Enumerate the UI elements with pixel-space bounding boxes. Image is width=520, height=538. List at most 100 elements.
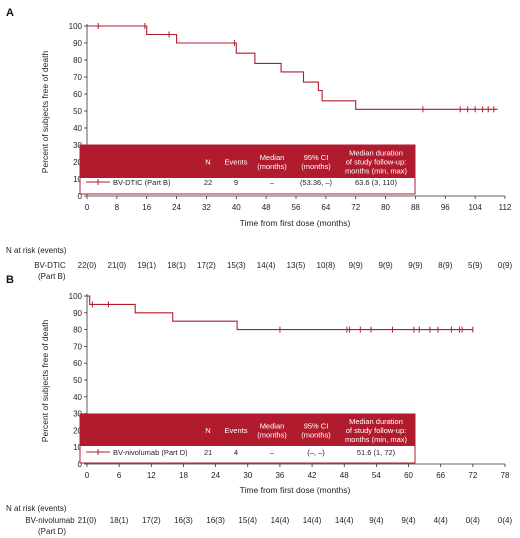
panel-b-y-axis-title: Percent of subjects free of death bbox=[40, 320, 50, 443]
panel-b-y-tick-label: 80 bbox=[73, 326, 82, 335]
panel-a-risk-label-part: (Part B) bbox=[38, 272, 66, 281]
panel-a-y-tick-label: 20 bbox=[73, 158, 82, 167]
panel-a-risk-value: 15(3) bbox=[227, 261, 246, 270]
panel-b-x-tick-label: 78 bbox=[501, 471, 510, 480]
panel-b-risk-value: 0(4) bbox=[498, 516, 513, 525]
panel-b-y-tick-label: 0 bbox=[78, 460, 83, 469]
panel-a-risk-value: 10(8) bbox=[317, 261, 336, 270]
panel-a-x-tick-label: 80 bbox=[381, 203, 390, 212]
panel-a-y-tick-label: 10 bbox=[73, 175, 82, 184]
panel-a-x-tick-label: 64 bbox=[321, 203, 330, 212]
panel-b-risk-value: 18(1) bbox=[110, 516, 129, 525]
panel-a-risk-value: 0(9) bbox=[498, 261, 513, 270]
panel-a-plot: 0 10 20 30 40 50 60 70 80 90 100 0 8 16 24 32 40 48 56 64 72… bbox=[34, 22, 512, 281]
panel-a-x-axis-title: Time from first dose (months) bbox=[240, 218, 351, 228]
panel-a-table-value-4: 63.6 (3, 110) bbox=[355, 178, 397, 187]
panel-a-table-header-4: Median duration of study follow-up: months… bbox=[345, 149, 408, 176]
panel-b-x-tick-label: 6 bbox=[117, 471, 122, 480]
panel-b-table-header-1: Events bbox=[225, 426, 248, 435]
panel-b-y-tick-label: 40 bbox=[73, 393, 82, 402]
panel-b-risk-value: 16(3) bbox=[206, 516, 225, 525]
panel-b-letter: B bbox=[6, 274, 14, 286]
panel-a-risk-value: 22(0) bbox=[78, 261, 97, 270]
panel-b-x-tick-label: 0 bbox=[85, 471, 90, 480]
panel-b-risk-value: 15(4) bbox=[238, 516, 257, 525]
panel-a-y-tick-label: 60 bbox=[73, 90, 82, 99]
panel-a-x-tick-label: 48 bbox=[262, 203, 271, 212]
panel-a-y-tick-label: 80 bbox=[73, 56, 82, 65]
panel-a-x-tick-label: 96 bbox=[441, 203, 450, 212]
panel-a-summary-table-header-bg bbox=[80, 145, 415, 178]
panel-a-survival-curve bbox=[87, 25, 498, 110]
panel-b-risk-value: 14(4) bbox=[335, 516, 354, 525]
panel-a-y-tick-label: 70 bbox=[73, 73, 82, 82]
panel-a-y-tick-label: 100 bbox=[69, 22, 83, 31]
panel-b-risk-value: 17(2) bbox=[142, 516, 161, 525]
panel-b-y-tick-label: 60 bbox=[73, 359, 82, 368]
panel-a-risk-value: 21(0) bbox=[108, 261, 127, 270]
panel-b-risk-value: 0(4) bbox=[466, 516, 481, 525]
panel-b-y-tick-label: 50 bbox=[73, 376, 82, 385]
panel-a-risk-title: N at risk (events) bbox=[6, 246, 67, 255]
panel-b-survival-curve bbox=[87, 295, 473, 331]
panel-b-table-value-3: (–, –) bbox=[307, 448, 325, 457]
panel-b-table-value-2: – bbox=[270, 448, 275, 457]
panel-b-risk-value: 14(4) bbox=[271, 516, 290, 525]
panel-a-letter: A bbox=[6, 7, 14, 19]
panel-b-risk-value: 16(3) bbox=[174, 516, 193, 525]
panel-b-x-tick-label: 66 bbox=[436, 471, 445, 480]
panel-b-x-tick-label: 36 bbox=[275, 471, 284, 480]
panel-b-risk-value: 4(4) bbox=[434, 516, 449, 525]
panel-a-risk-value: 9(9) bbox=[378, 261, 393, 270]
panel-b-x-tick-label: 48 bbox=[340, 471, 349, 480]
panel-a-table-value-3: (53.36, –) bbox=[300, 178, 333, 187]
panel-b-table-value-1: 4 bbox=[234, 448, 238, 457]
panel-b-legend-label: BV-nivolumab (Part D) bbox=[113, 448, 188, 457]
panel-a-table-header-1: Events bbox=[225, 158, 248, 167]
panel-a-risk-value: 9(9) bbox=[349, 261, 364, 270]
panel-a-risk-value: 13(5) bbox=[287, 261, 306, 270]
panel-a-table-value-2: – bbox=[270, 178, 275, 187]
panel-a-x-tick-label: 16 bbox=[142, 203, 151, 212]
panel-a-risk-value: 9(9) bbox=[408, 261, 423, 270]
panel-b-risk-value: 9(4) bbox=[401, 516, 416, 525]
panel-a-table-header-2: Median (months) bbox=[257, 153, 287, 171]
panel-b-x-tick-label: 24 bbox=[211, 471, 220, 480]
panel-b-x-tick-label: 12 bbox=[147, 471, 156, 480]
panel-b-x-tick-label: 72 bbox=[468, 471, 477, 480]
panel-a-risk-value: 17(2) bbox=[197, 261, 216, 270]
panel-a-risk-value: 5(9) bbox=[468, 261, 483, 270]
panel-a-y-tick-label: 0 bbox=[78, 192, 83, 201]
panel-a-table-header-0: N bbox=[205, 158, 210, 167]
panel-b-risk-value: 21(0) bbox=[78, 516, 97, 525]
panel-b-risk-value: 9(4) bbox=[369, 516, 384, 525]
panel-b-y-tick-label: 10 bbox=[73, 443, 82, 452]
panel-a-risk-value: 8(9) bbox=[438, 261, 453, 270]
panel-b-y-tick-label: 30 bbox=[73, 410, 82, 419]
panel-a-x-tick-label: 40 bbox=[232, 203, 241, 212]
panel-a-x-tick-label: 72 bbox=[351, 203, 360, 212]
panel-b-risk-title: N at risk (events) bbox=[6, 504, 67, 513]
panel-b-risk-label-part: (Part D) bbox=[38, 527, 66, 536]
panel-a-x-tick-label: 88 bbox=[411, 203, 420, 212]
panel-a-x-tick-label: 32 bbox=[202, 203, 211, 212]
panel-b-x-tick-label: 42 bbox=[308, 471, 317, 480]
panel-a-table-value-0: 22 bbox=[204, 178, 212, 187]
panel-a-risk-value: 18(1) bbox=[167, 261, 186, 270]
panel-b-y-tick-label: 100 bbox=[69, 292, 83, 301]
panel-a-risk-label: BV-DTIC bbox=[34, 261, 66, 270]
panel-a-y-tick-label: 90 bbox=[73, 39, 82, 48]
panel-b-table-value-4: 51.6 (1, 72) bbox=[357, 448, 396, 457]
panel-a-table-value-1: 9 bbox=[234, 178, 238, 187]
panel-a-legend-label: BV-DTIC (Part B) bbox=[113, 178, 171, 187]
panel-b-table-header-0: N bbox=[205, 426, 210, 435]
panel-b-risk-value: 14(4) bbox=[303, 516, 322, 525]
panel-a-risk-value: 14(4) bbox=[257, 261, 276, 270]
panel-a-x-tick-label: 8 bbox=[115, 203, 120, 212]
panel-b-x-axis-title: Time from first dose (months) bbox=[240, 485, 351, 495]
panel-a-x-tick-label: 24 bbox=[172, 203, 181, 212]
panel-b-table-header-2: Median (months) bbox=[257, 422, 287, 440]
panel-b-plot: 0 10 20 30 40 50 60 70 80 90 100 0 6 12 18 24 30 36 42 48 54… bbox=[25, 292, 512, 536]
panel-b-x-tick-label: 18 bbox=[179, 471, 188, 480]
